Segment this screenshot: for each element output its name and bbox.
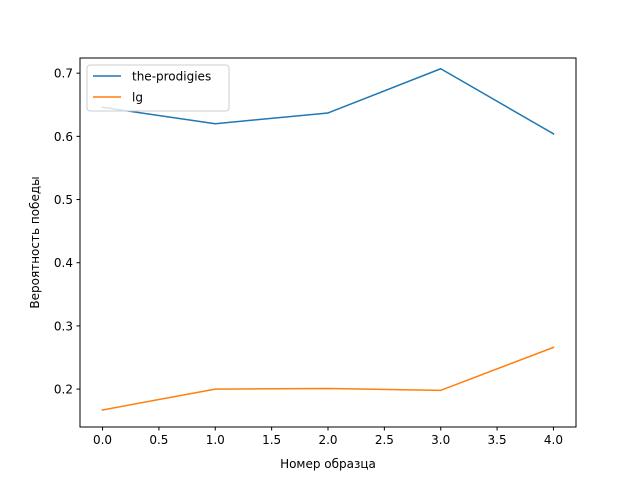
data-point	[214, 122, 217, 125]
legend-label-the-prodigies: the-prodigies	[132, 70, 211, 84]
legend-label-lg: lg	[132, 91, 143, 105]
data-point	[552, 133, 555, 135]
x-tick-label: 4.0	[544, 433, 563, 447]
x-tick-label: 1.5	[262, 433, 281, 447]
data-point	[327, 387, 329, 390]
x-tick-label: 0.0	[93, 433, 112, 447]
y-axis-label: Вероятность победы	[28, 176, 42, 308]
plot-frame	[79, 57, 577, 428]
axis-ticks: 0.0 0.5 1.0 1.5 2.0 2.5 3.0 3.5 4.0 0.2 0.3 0.4 0.5 0…	[54, 67, 563, 447]
x-tick-label: 2.5	[375, 433, 394, 447]
series-lines	[101, 67, 555, 411]
x-axis-label: Номер образца	[280, 457, 376, 471]
data-point	[214, 388, 217, 390]
y-tick-label: 0.4	[54, 256, 73, 270]
x-tick-label: 3.5	[488, 433, 507, 447]
x-tick-label: 0.5	[149, 433, 168, 447]
x-tick-label: 3.0	[431, 433, 450, 447]
y-tick-label: 0.6	[54, 130, 73, 144]
y-tick-label: 0.7	[54, 67, 73, 81]
series-line-lg	[101, 346, 555, 411]
y-tick-label: 0.5	[54, 193, 73, 207]
data-point	[439, 67, 442, 70]
data-point	[101, 409, 104, 411]
x-tick-label: 1.0	[206, 433, 225, 447]
y-tick-label: 0.3	[54, 319, 73, 333]
data-point	[552, 346, 555, 349]
legend: the-prodigies lg	[86, 64, 230, 112]
legend-box	[86, 64, 230, 112]
y-tick-label: 0.2	[54, 383, 73, 397]
x-tick-label: 2.0	[318, 433, 337, 447]
data-point	[327, 112, 329, 114]
data-point	[439, 389, 442, 392]
